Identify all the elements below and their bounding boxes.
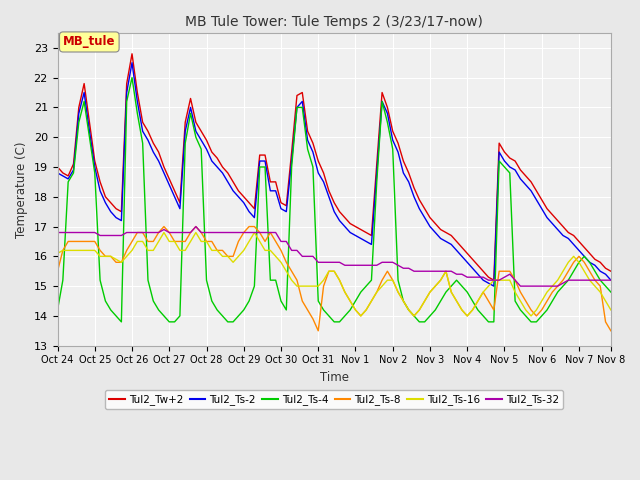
Tul2_Ts-32 <box>298 253 306 259</box>
Tul2_Tw+2 <box>59 170 67 176</box>
Tul2_Ts-4 <box>304 146 312 152</box>
Tul2_Ts-2 <box>54 170 61 176</box>
Tul2_Ts-16 <box>468 307 476 313</box>
Tul2_Ts-16 <box>160 229 168 235</box>
Line: Tul2_Ts-32: Tul2_Ts-32 <box>58 227 611 286</box>
Tul2_Ts-8 <box>160 224 168 229</box>
Tul2_Ts-4 <box>607 289 614 295</box>
Tul2_Ts-8 <box>59 248 67 253</box>
Line: Tul2_Ts-16: Tul2_Ts-16 <box>58 232 611 316</box>
Text: MB_tule: MB_tule <box>63 36 116 48</box>
Tul2_Ts-32 <box>192 224 200 229</box>
Tul2_Ts-2 <box>59 173 67 179</box>
Tul2_Ts-16 <box>272 253 280 259</box>
Tul2_Ts-16 <box>128 248 136 253</box>
Tul2_Ts-4 <box>54 307 61 313</box>
Tul2_Ts-8 <box>463 313 471 319</box>
Tul2_Ts-32 <box>272 229 280 235</box>
Tul2_Ts-8 <box>607 328 614 334</box>
Tul2_Ts-2 <box>607 277 614 283</box>
Tul2_Ts-4 <box>128 75 136 81</box>
Y-axis label: Temperature (C): Temperature (C) <box>15 141 28 238</box>
Tul2_Tw+2 <box>490 277 498 283</box>
Tul2_Ts-32 <box>516 283 524 289</box>
Tul2_Ts-8 <box>468 307 476 313</box>
Tul2_Tw+2 <box>298 90 306 96</box>
Tul2_Ts-16 <box>54 251 61 256</box>
Legend: Tul2_Tw+2, Tul2_Ts-2, Tul2_Ts-4, Tul2_Ts-8, Tul2_Ts-16, Tul2_Ts-32: Tul2_Tw+2, Tul2_Ts-2, Tul2_Ts-4, Tul2_Ts… <box>105 390 563 409</box>
Tul2_Ts-2 <box>458 253 466 259</box>
Line: Tul2_Ts-4: Tul2_Ts-4 <box>58 78 611 322</box>
Tul2_Ts-2 <box>134 98 141 104</box>
Tul2_Ts-8 <box>298 298 306 304</box>
Tul2_Ts-32 <box>54 229 61 235</box>
Tul2_Ts-16 <box>607 307 614 313</box>
Tul2_Ts-16 <box>59 248 67 253</box>
Tul2_Tw+2 <box>134 90 141 96</box>
Tul2_Ts-32 <box>59 229 67 235</box>
Tul2_Ts-8 <box>128 239 136 244</box>
Tul2_Ts-4 <box>118 319 125 325</box>
Tul2_Ts-2 <box>128 60 136 66</box>
Tul2_Ts-8 <box>314 328 322 334</box>
Tul2_Ts-32 <box>607 277 614 283</box>
X-axis label: Time: Time <box>320 371 349 384</box>
Line: Tul2_Ts-8: Tul2_Ts-8 <box>58 227 611 331</box>
Tul2_Tw+2 <box>463 251 471 256</box>
Tul2_Ts-4 <box>59 277 67 283</box>
Tul2_Ts-16 <box>357 313 365 319</box>
Tul2_Ts-4 <box>463 289 471 295</box>
Tul2_Ts-4 <box>139 140 147 146</box>
Tul2_Ts-2 <box>490 283 498 289</box>
Tul2_Ts-8 <box>54 268 61 274</box>
Tul2_Ts-32 <box>458 271 466 277</box>
Tul2_Ts-32 <box>128 229 136 235</box>
Tul2_Tw+2 <box>458 244 466 250</box>
Title: MB Tule Tower: Tule Temps 2 (3/23/17-now): MB Tule Tower: Tule Temps 2 (3/23/17-now… <box>185 15 483 29</box>
Tul2_Ts-2 <box>298 98 306 104</box>
Tul2_Ts-2 <box>272 188 280 194</box>
Tul2_Tw+2 <box>128 51 136 57</box>
Tul2_Ts-4 <box>277 298 285 304</box>
Tul2_Ts-8 <box>272 239 280 244</box>
Tul2_Tw+2 <box>607 268 614 274</box>
Tul2_Tw+2 <box>54 164 61 170</box>
Tul2_Tw+2 <box>272 179 280 185</box>
Line: Tul2_Ts-2: Tul2_Ts-2 <box>58 63 611 286</box>
Tul2_Ts-32 <box>463 274 471 280</box>
Tul2_Ts-16 <box>298 283 306 289</box>
Tul2_Ts-4 <box>468 298 476 304</box>
Tul2_Ts-2 <box>463 259 471 265</box>
Line: Tul2_Tw+2: Tul2_Tw+2 <box>58 54 611 280</box>
Tul2_Ts-16 <box>463 313 471 319</box>
